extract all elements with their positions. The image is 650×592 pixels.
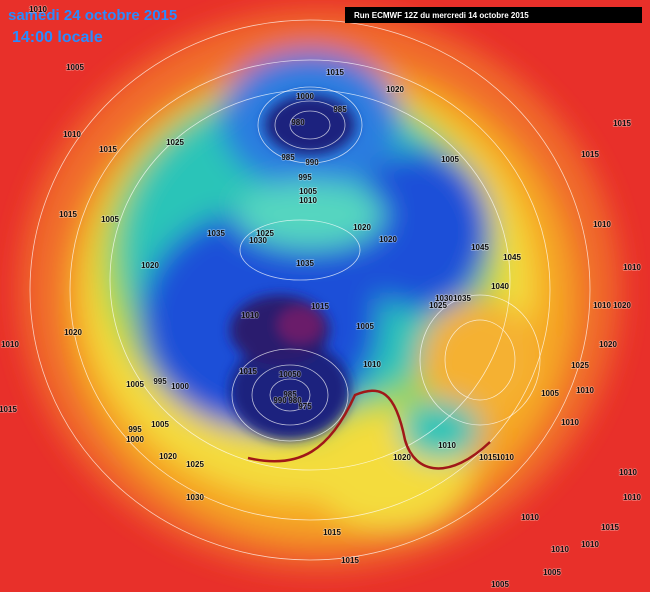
isobar-label: 1025	[256, 229, 274, 238]
isobar-label: 1010	[63, 130, 81, 139]
run-label: Run ECMWF 12Z du mercredi 14 octobre 201…	[354, 11, 529, 20]
isobars	[29, 19, 591, 561]
jet-axis	[247, 389, 491, 470]
isobar-label: 1000	[171, 382, 189, 391]
isobar-label: 1015	[326, 68, 344, 77]
isobar-label: 1010	[561, 418, 579, 427]
isobar-label: 1015	[613, 119, 631, 128]
isobar-label: 1030	[249, 236, 267, 245]
isobar-label: 1015	[311, 302, 329, 311]
isobar-label: 1020	[393, 453, 411, 462]
isobar-label: 1045	[503, 253, 521, 262]
isobar-label: 990	[305, 158, 319, 167]
isobar-label: 1020	[141, 261, 159, 270]
isobar-label: 1015	[581, 150, 599, 159]
isobar-label: 1020	[353, 223, 371, 232]
isobar-label: 1005	[101, 215, 119, 224]
isobar-label: 1020	[386, 85, 404, 94]
isobar-label: 1005	[543, 568, 561, 577]
isobar-label: 1020	[159, 452, 177, 461]
isobar-label: 1015	[323, 528, 341, 537]
isobar-label: 1035	[296, 259, 314, 268]
isobar-labels: 1010100510101015102510151020100098598098…	[0, 4, 642, 590]
isobar-label: 1025	[166, 138, 184, 147]
isobar-label: 1015	[0, 405, 17, 414]
isobar-label: 10050	[279, 370, 302, 379]
pressure-field	[20, 10, 620, 570]
isobar-label: 1020	[613, 301, 631, 310]
isobar-label: 1035	[207, 229, 225, 238]
isobar-label: 1005	[356, 322, 374, 331]
isobar-label: 1030	[435, 294, 453, 303]
isobar-label: 1010	[623, 493, 641, 502]
time-label: 14:00 locale	[12, 29, 103, 46]
isobar-label: 1010	[299, 196, 317, 205]
isobar-label: 985	[283, 390, 297, 399]
isobar-label: 995	[298, 173, 312, 182]
isobar-label: 1010	[619, 468, 637, 477]
isobar-label: 1015	[479, 453, 497, 462]
isobar-label: 995	[153, 377, 167, 386]
isobar-label: 1010	[623, 263, 641, 272]
isobar-label: 1015	[601, 523, 619, 532]
isobar-label: 1015	[99, 145, 117, 154]
isobar-label: 1045	[471, 243, 489, 252]
run-box	[345, 7, 642, 23]
date-label: samedi 24 octobre 2015	[8, 7, 177, 24]
isobar-label: 1010	[241, 311, 259, 320]
isobar-label: 1010	[29, 5, 47, 14]
isobar-label: 990	[273, 396, 287, 405]
isobar-label: 1000	[126, 435, 144, 444]
isobar-label: 1010	[581, 540, 599, 549]
isobar-label: 1040	[491, 282, 509, 291]
isobar-label: 1015	[341, 556, 359, 565]
isobar-label: 1005	[126, 380, 144, 389]
isobar-label: 1015	[59, 210, 77, 219]
isobar-label: 985	[281, 153, 295, 162]
isobar-label: 1005	[441, 155, 459, 164]
isobar-label: 1010	[438, 441, 456, 450]
isobar-label: 1010	[496, 453, 514, 462]
isobar-label: 1025	[571, 361, 589, 370]
isobar-label: 1020	[379, 235, 397, 244]
isobar-label: 980	[288, 396, 302, 405]
isobar-label: 1005	[66, 63, 84, 72]
isobar-label: 1015	[239, 367, 257, 376]
isobar-label: 1005	[299, 187, 317, 196]
isobar-label: 1010	[521, 513, 539, 522]
isobar-label: 980	[291, 118, 305, 127]
isobar-label: 1035	[453, 294, 471, 303]
isobar-label: 1020	[599, 340, 617, 349]
isobar-label: 1030	[186, 493, 204, 502]
isobar-label: 995	[128, 425, 142, 434]
isobar-label: 1005	[491, 580, 509, 589]
isobar-label: 975	[298, 402, 312, 411]
isobar-label: 1010	[1, 340, 19, 349]
isobar-label: 1000	[296, 92, 314, 101]
isobar-label: 985	[333, 105, 347, 114]
isobar-label: 1010	[576, 386, 594, 395]
isobar-label: 1010	[363, 360, 381, 369]
isobar-label: 1020	[64, 328, 82, 337]
isobar-label: 1025	[186, 460, 204, 469]
isobar-label: 1010	[551, 545, 569, 554]
isobar-label: 1010	[593, 220, 611, 229]
isobar-label: 1010	[593, 301, 611, 310]
isobar-label: 1005	[541, 389, 559, 398]
isobar-label: 1005	[151, 420, 169, 429]
low-pressure-cores	[230, 95, 355, 440]
isobar-label: 1025	[429, 301, 447, 310]
